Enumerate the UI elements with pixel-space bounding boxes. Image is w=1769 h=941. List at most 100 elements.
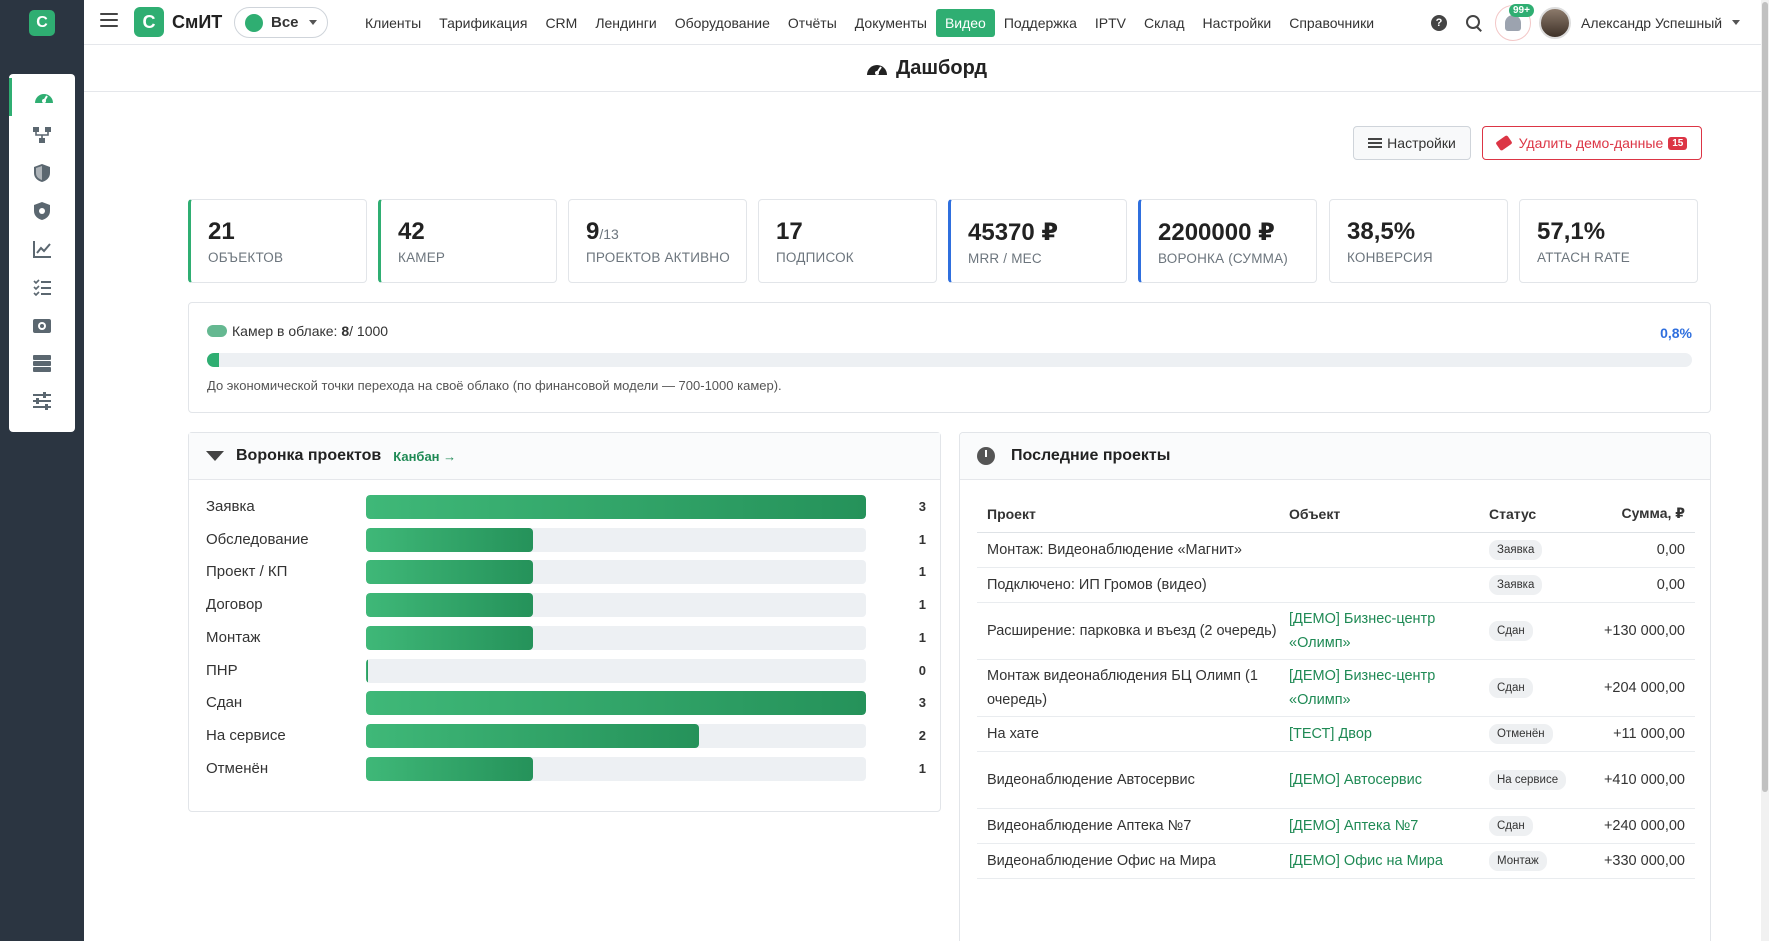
kpi-value: 9/13 bbox=[586, 218, 619, 245]
nav-item-3[interactable]: Лендинги bbox=[595, 14, 657, 31]
brand[interactable]: С СмИТ bbox=[134, 7, 222, 37]
delete-demo-data-label: Удалить демо-данные bbox=[1518, 135, 1664, 151]
table-row[interactable]: Монтаж видеонаблюдения БЦ Олимп (1 очере… bbox=[977, 660, 1695, 717]
page-scrollbar[interactable] bbox=[1761, 0, 1769, 941]
menu-toggle-icon[interactable] bbox=[100, 13, 118, 31]
object-link[interactable]: [ДЕМО] Бизнес-центр «Олимп» bbox=[1289, 668, 1436, 708]
project-sum: 0,00 bbox=[1656, 577, 1685, 593]
globe-icon bbox=[245, 13, 263, 32]
project-name[interactable]: Подключено: ИП Громов (видео) bbox=[987, 577, 1207, 593]
project-name[interactable]: Видеонаблюдение Автосервис bbox=[987, 772, 1195, 788]
kpi-value: 17 bbox=[776, 218, 803, 245]
funnel-stage-label: Монтаж bbox=[206, 628, 261, 646]
nav-item-5[interactable]: Отчёты bbox=[787, 14, 837, 31]
funnel-stage-label: На сервисе bbox=[206, 726, 286, 744]
table-row[interactable]: На хате [ТЕСТ] Двор Отменён +11 000,00 bbox=[977, 717, 1695, 752]
project-name[interactable]: Расширение: парковка и въезд (2 очередь) bbox=[987, 623, 1277, 639]
nav-item-6[interactable]: Документы bbox=[854, 14, 927, 31]
project-name[interactable]: Монтаж: Видеонаблюдение «Магнит» bbox=[987, 542, 1242, 558]
funnel-stage-fill bbox=[366, 756, 533, 781]
table-row[interactable]: Расширение: парковка и въезд (2 очередь)… bbox=[977, 603, 1695, 660]
object-link[interactable]: [ДЕМО] Автосервис bbox=[1289, 772, 1422, 788]
object-link[interactable]: [ДЕМО] Аптека №7 bbox=[1289, 818, 1419, 834]
nav-item-9[interactable]: IPTV bbox=[1094, 14, 1127, 31]
funnel-stage-bar bbox=[366, 625, 866, 650]
project-name[interactable]: На хате bbox=[987, 726, 1039, 742]
cloud-icon bbox=[207, 325, 227, 337]
sidebar-item-hierarchy[interactable] bbox=[9, 116, 75, 154]
nav-item-12[interactable]: Справочники bbox=[1289, 14, 1375, 31]
project-name[interactable]: Монтаж видеонаблюдения БЦ Олимп (1 очере… bbox=[987, 668, 1258, 708]
table-row[interactable]: Видеонаблюдение Автосервис [ДЕМО] Автосер… bbox=[977, 752, 1695, 809]
funnel-stage-row: Договор 1 bbox=[206, 593, 926, 618]
kpi-value: 2200000 ₽ bbox=[1158, 219, 1275, 246]
project-name[interactable]: Видеонаблюдение Офис на Мира bbox=[987, 853, 1216, 869]
nav-item-11[interactable]: Настройки bbox=[1202, 14, 1272, 31]
sliders-icon bbox=[1368, 136, 1383, 150]
table-row[interactable]: Видеонаблюдение Аптека №7 [ДЕМО] Аптека №… bbox=[977, 809, 1695, 844]
table-row[interactable]: Видеонаблюдение Офис на Мира [ДЕМО] Офис … bbox=[977, 844, 1695, 879]
nav-item-7[interactable]: Видео bbox=[935, 8, 995, 37]
object-link[interactable]: [ДЕМО] Офис на Мира bbox=[1289, 853, 1443, 869]
recent-projects-panel: Последние проекты Проект Объект Статус С… bbox=[959, 432, 1711, 941]
sidebar-item-camera[interactable] bbox=[9, 306, 75, 344]
kpi-card: 57,1% Attach rate bbox=[1519, 199, 1698, 283]
nav-item-8[interactable]: Поддержка bbox=[1003, 14, 1077, 31]
nav-item-4[interactable]: Оборудование bbox=[674, 14, 770, 31]
kpi-card: 42 камер bbox=[378, 199, 557, 283]
sidebar-item-shield[interactable] bbox=[9, 154, 75, 192]
rail-logo[interactable]: С bbox=[29, 10, 55, 36]
page-title: Дашборд bbox=[895, 56, 988, 79]
nav-item-10[interactable]: Склад bbox=[1144, 14, 1185, 31]
column-header-project[interactable]: Проект bbox=[987, 505, 1036, 522]
sidebar-item-checklist[interactable] bbox=[9, 268, 75, 306]
funnel-stage-bar bbox=[366, 691, 866, 716]
cloud-progress-fill bbox=[207, 353, 219, 367]
column-header-status[interactable]: Статус bbox=[1489, 505, 1537, 522]
nav-item-0[interactable]: Клиенты bbox=[365, 14, 422, 31]
sidebar-item-chart-line[interactable] bbox=[9, 230, 75, 268]
funnel-stage-row: Обследование 1 bbox=[206, 527, 926, 552]
status-badge: Заявка bbox=[1489, 540, 1543, 560]
column-header-sum[interactable]: Сумма, ₽ bbox=[1621, 505, 1685, 521]
shield-icon bbox=[34, 164, 50, 182]
table-row[interactable]: Подключено: ИП Громов (видео) Заявка 0,00 bbox=[977, 568, 1695, 603]
kpi-sub: /13 bbox=[599, 226, 619, 242]
delete-count-badge: 15 bbox=[1668, 136, 1688, 150]
sidebar-item-server[interactable] bbox=[9, 344, 75, 382]
help-icon[interactable]: ? bbox=[1431, 14, 1447, 31]
object-link[interactable]: [ДЕМО] Бизнес-центр «Олимп» bbox=[1289, 611, 1436, 651]
scope-value: Все bbox=[271, 14, 299, 31]
page-header: Дашборд bbox=[84, 45, 1769, 92]
checklist-icon bbox=[33, 279, 51, 297]
table-row[interactable]: Монтаж: Видеонаблюдение «Магнит» Заявка 0,… bbox=[977, 533, 1695, 568]
kpi-card: 21 объектов bbox=[188, 199, 367, 283]
kanban-link[interactable]: Канбан → bbox=[393, 448, 457, 464]
nav-item-2[interactable]: CRM bbox=[545, 14, 578, 31]
column-header-object[interactable]: Объект bbox=[1289, 505, 1341, 522]
nav-item-1[interactable]: Тарификация bbox=[439, 14, 528, 31]
funnel-stage-count: 2 bbox=[918, 727, 926, 743]
chevron-down-icon[interactable] bbox=[1732, 20, 1741, 25]
cloud-used: 8 bbox=[341, 323, 350, 339]
settings-button[interactable]: Настройки bbox=[1353, 126, 1471, 160]
kpi-card: 2200000 ₽ Воронка (сумма) bbox=[1138, 199, 1317, 283]
notifications-button[interactable]: 99+ bbox=[1495, 3, 1534, 41]
project-name[interactable]: Видеонаблюдение Аптека №7 bbox=[987, 818, 1192, 834]
hierarchy-icon bbox=[33, 127, 51, 143]
cloud-summary: Камер в облаке: 8 / 1000 bbox=[207, 323, 388, 339]
user-name[interactable]: Александр Успешный bbox=[1581, 14, 1723, 31]
funnel-panel: Воронка проектов Канбан → Заявка 3 Обследо… bbox=[188, 432, 941, 812]
sidebar-item-shield-gear[interactable] bbox=[9, 192, 75, 230]
sidebar-item-sliders[interactable] bbox=[9, 382, 75, 420]
funnel-stage-count: 0 bbox=[918, 662, 926, 678]
sidebar-item-dashboard[interactable] bbox=[9, 78, 75, 116]
avatar[interactable] bbox=[1539, 6, 1571, 39]
funnel-stage-fill bbox=[366, 691, 866, 716]
search-icon[interactable] bbox=[1466, 14, 1482, 31]
scope-selector[interactable]: Все bbox=[234, 7, 328, 38]
delete-demo-data-button[interactable]: Удалить демо-данные 15 bbox=[1482, 126, 1702, 160]
server-icon bbox=[33, 355, 51, 372]
object-link[interactable]: [ТЕСТ] Двор bbox=[1289, 726, 1372, 742]
funnel-stage-label: Сдан bbox=[206, 694, 243, 712]
